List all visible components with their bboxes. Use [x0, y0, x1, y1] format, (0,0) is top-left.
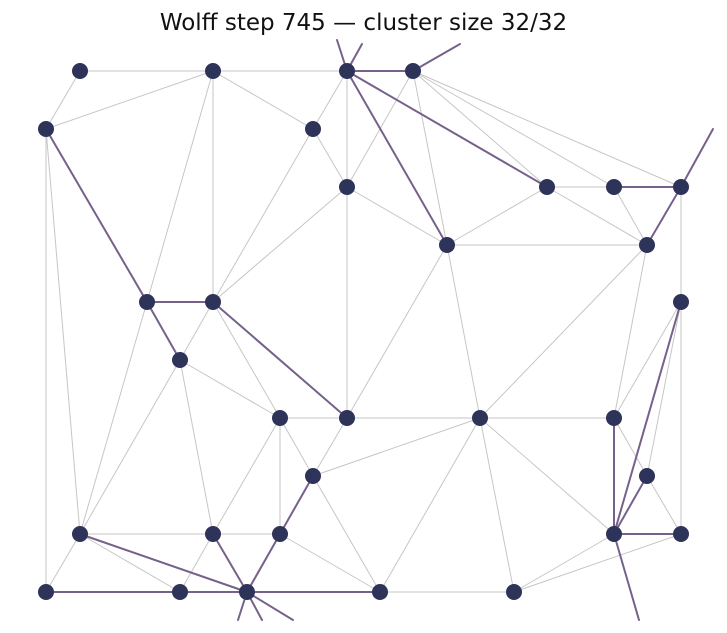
graph-edge — [346, 186, 448, 246]
graph-edge — [279, 533, 381, 593]
graph-edge — [312, 128, 348, 188]
graph-node — [339, 179, 355, 195]
graph-node — [606, 526, 622, 542]
graph-node — [38, 121, 54, 137]
cluster-edge-wrap — [412, 43, 461, 72]
cluster-edge — [646, 186, 682, 246]
graph-edge — [212, 186, 348, 303]
cluster-edge-wrap — [613, 533, 640, 621]
graph-edge — [412, 70, 448, 246]
graph-node — [205, 526, 221, 542]
cluster-edge — [246, 533, 281, 593]
graph-node — [305, 468, 321, 484]
graph-edge — [646, 301, 682, 477]
cluster-edge — [279, 475, 314, 535]
graph-edge — [279, 417, 314, 477]
cluster-edge-layer — [45, 39, 714, 621]
graph-edge — [446, 186, 548, 246]
cluster-edge — [346, 70, 448, 246]
graph-edge — [312, 475, 381, 593]
graph-node — [639, 237, 655, 253]
graph-node — [372, 584, 388, 600]
graph-edge — [179, 359, 281, 419]
graph-edge — [312, 417, 348, 477]
graph-edge — [379, 417, 481, 593]
graph-edge — [312, 417, 481, 477]
graph-edge — [212, 70, 314, 130]
graph-edge — [45, 70, 81, 130]
graph-edge — [346, 244, 448, 419]
node-layer — [38, 63, 689, 600]
graph-edge — [513, 533, 682, 593]
cluster-edge — [146, 301, 181, 361]
graph-node — [205, 63, 221, 79]
cluster-edge — [45, 128, 148, 303]
graph-edge — [613, 186, 648, 246]
graph-edge — [479, 244, 648, 419]
graph-edge — [212, 417, 281, 535]
graph-node — [673, 294, 689, 310]
graph-node — [272, 526, 288, 542]
graph-edge — [79, 533, 181, 593]
graph-node — [172, 352, 188, 368]
graph-edge — [546, 186, 648, 246]
graph-edge — [212, 301, 281, 419]
graph-edge — [212, 128, 314, 303]
graph-node — [339, 63, 355, 79]
graph-edge — [613, 244, 648, 419]
graph-edge — [45, 533, 81, 593]
cluster-edge — [613, 475, 648, 535]
cluster-edge — [212, 301, 348, 419]
cluster-edge — [346, 70, 548, 188]
graph-node — [673, 179, 689, 195]
graph-edge — [513, 533, 615, 593]
graph-node — [205, 294, 221, 310]
graph-node — [172, 584, 188, 600]
graph-node — [472, 410, 488, 426]
graph-node — [639, 468, 655, 484]
graph-edge — [179, 301, 214, 361]
graph-node — [239, 584, 255, 600]
graph-edge — [45, 128, 81, 535]
cluster-edge — [613, 301, 682, 535]
graph-edge — [45, 70, 214, 130]
graph-edge — [312, 70, 348, 130]
graph-edge — [646, 475, 682, 535]
graph-edge — [446, 244, 481, 419]
graph-node — [439, 237, 455, 253]
graph-edge — [412, 70, 548, 188]
graph-node — [339, 410, 355, 426]
graph-edge — [479, 417, 515, 593]
cluster-edge — [212, 533, 248, 593]
cluster-edge — [79, 533, 248, 593]
graph-edge — [613, 417, 648, 477]
graph-edge — [613, 301, 682, 419]
graph-node — [606, 410, 622, 426]
graph-node — [139, 294, 155, 310]
graph-node — [539, 179, 555, 195]
graph-node — [38, 584, 54, 600]
graph-node — [405, 63, 421, 79]
cluster-edge-wrap — [246, 591, 294, 621]
graph-node — [673, 526, 689, 542]
graph-node — [305, 121, 321, 137]
graph-edge — [479, 417, 615, 535]
graph-node — [72, 63, 88, 79]
graph-node — [72, 526, 88, 542]
grid-edge-layer — [45, 70, 682, 593]
graph-edge — [179, 359, 214, 535]
graph-node — [606, 179, 622, 195]
figure-title: Wolff step 745 — cluster size 32/32 — [159, 10, 568, 36]
graph-edge — [79, 301, 148, 535]
graph-node — [506, 584, 522, 600]
cluster-edge-wrap — [680, 128, 714, 188]
graph-edge — [412, 70, 615, 188]
graph-edge — [179, 533, 214, 593]
graph-edge — [79, 359, 181, 535]
graph-node — [272, 410, 288, 426]
graph-edge — [146, 70, 214, 303]
graph-edge — [412, 70, 682, 188]
